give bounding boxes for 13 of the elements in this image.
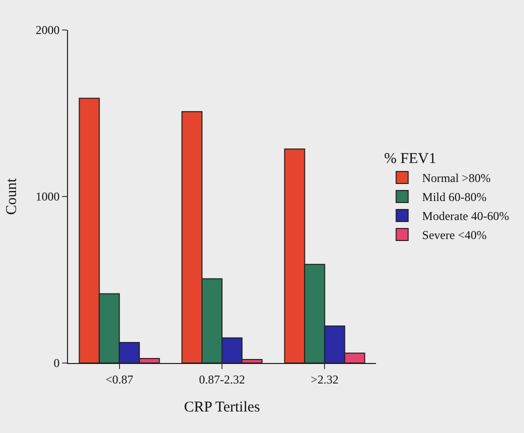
x-tick-label: <0.87: [105, 372, 134, 386]
y-axis-title: Count: [4, 177, 20, 215]
legend-label: Normal >80%: [422, 171, 491, 186]
legend-label: Moderate 40-60%: [422, 209, 510, 224]
y-tick-label: 2000: [36, 23, 60, 38]
legend-title: % FEV1: [384, 151, 436, 167]
x-axis-title: CRP Tertiles: [184, 399, 260, 416]
x-tick-label: 0.87-2.32: [199, 372, 245, 386]
x-tick-label: >2.32: [310, 372, 339, 386]
y-tick-label: 0: [54, 356, 60, 370]
y-tick-label: 1000: [36, 190, 60, 204]
legend-label: Severe <40%: [422, 228, 487, 242]
legend-label: Mild 60-80%: [422, 190, 487, 204]
